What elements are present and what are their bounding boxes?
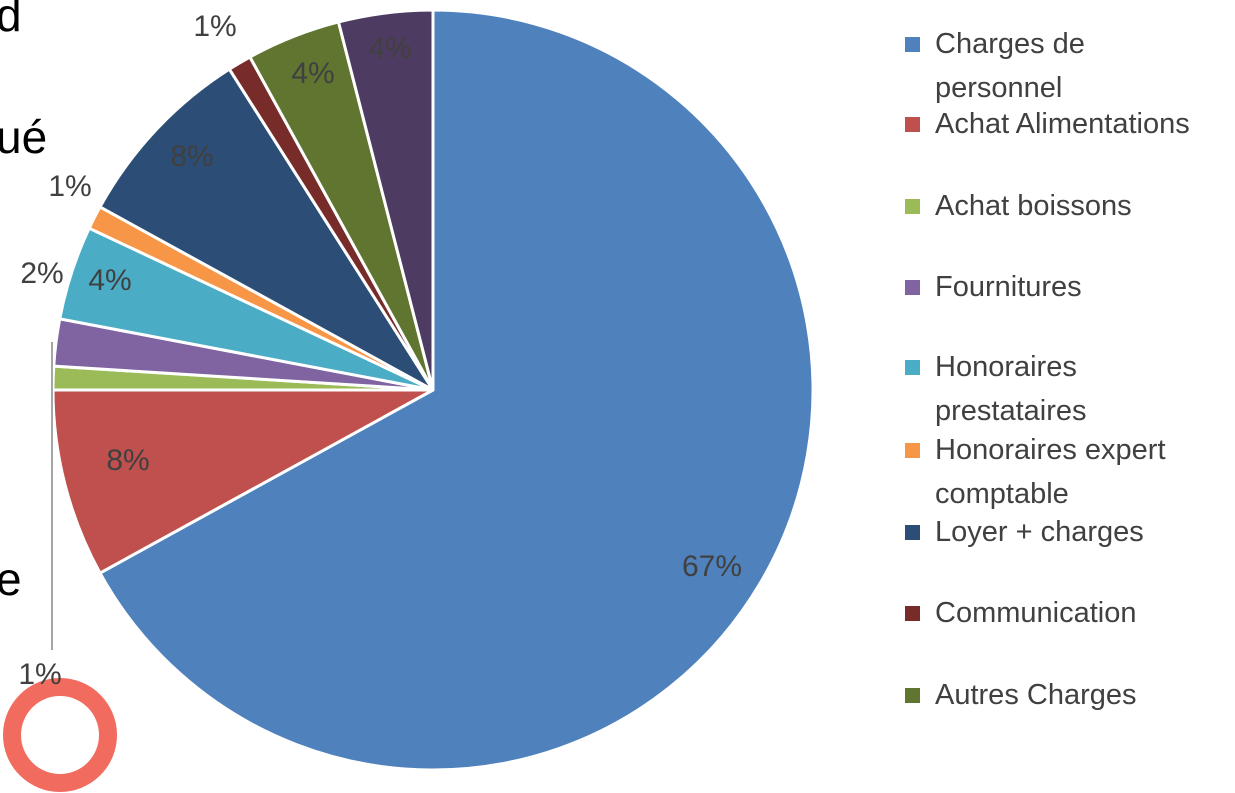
legend-item: Honoraires prestataires [905,345,1205,433]
data-label: 1% [18,658,61,691]
legend-label: Honoraires expert comptable [935,434,1166,510]
background-text: ué [0,111,48,163]
legend-item: Achat boissons [905,184,1132,228]
background-text: e [0,553,22,605]
legend-swatch [905,443,920,458]
legend-swatch [905,525,920,540]
data-label: 1% [48,170,91,203]
data-label: 1% [193,10,236,43]
legend-label: Honoraires prestataires [935,351,1087,427]
legend-label: Loyer + charges [935,516,1144,548]
legend-item: Communication [905,591,1136,635]
highlight-circle [3,678,117,792]
pie [51,8,815,772]
legend-item: Loyer + charges [905,510,1144,554]
legend-label: Charges de personnel [935,28,1085,104]
pie-slice [51,388,434,576]
data-label: 8% [170,140,213,173]
legend-swatch [905,606,920,621]
pie-slice [97,67,435,392]
legend-item: Charges de personnel [905,22,1205,110]
legend-item: Fournitures [905,265,1082,309]
legend-swatch [905,688,920,703]
chart: 67% 8% 1% 2% 4% 1% 8% 1% 4% 4% [3,8,815,792]
data-label: 8% [106,444,149,477]
legend-label: Autres Charges [935,679,1137,711]
data-label: 4% [88,264,131,297]
legend-item: Honoraires expert comptable [905,428,1205,516]
pie-slice [97,8,815,772]
legend-label: Achat Alimentations [935,108,1190,140]
legend-label: Fournitures [935,271,1082,303]
legend-swatch [905,280,920,295]
legend-swatch [905,117,920,132]
legend-swatch [905,199,920,214]
legend-item: Achat Alimentations [905,102,1190,146]
background-text: d [0,0,22,41]
legend-swatch [905,360,920,375]
data-label: 2% [20,257,63,290]
legend-label: Achat boissons [935,190,1132,222]
legend-label: Communication [935,597,1137,629]
data-label: 4% [291,57,334,90]
legend-item: Autres Charges [905,673,1137,717]
pie-slice [336,8,435,391]
data-label: 67% [682,550,742,583]
data-label: 4% [368,32,411,65]
legend-swatch [905,37,920,52]
